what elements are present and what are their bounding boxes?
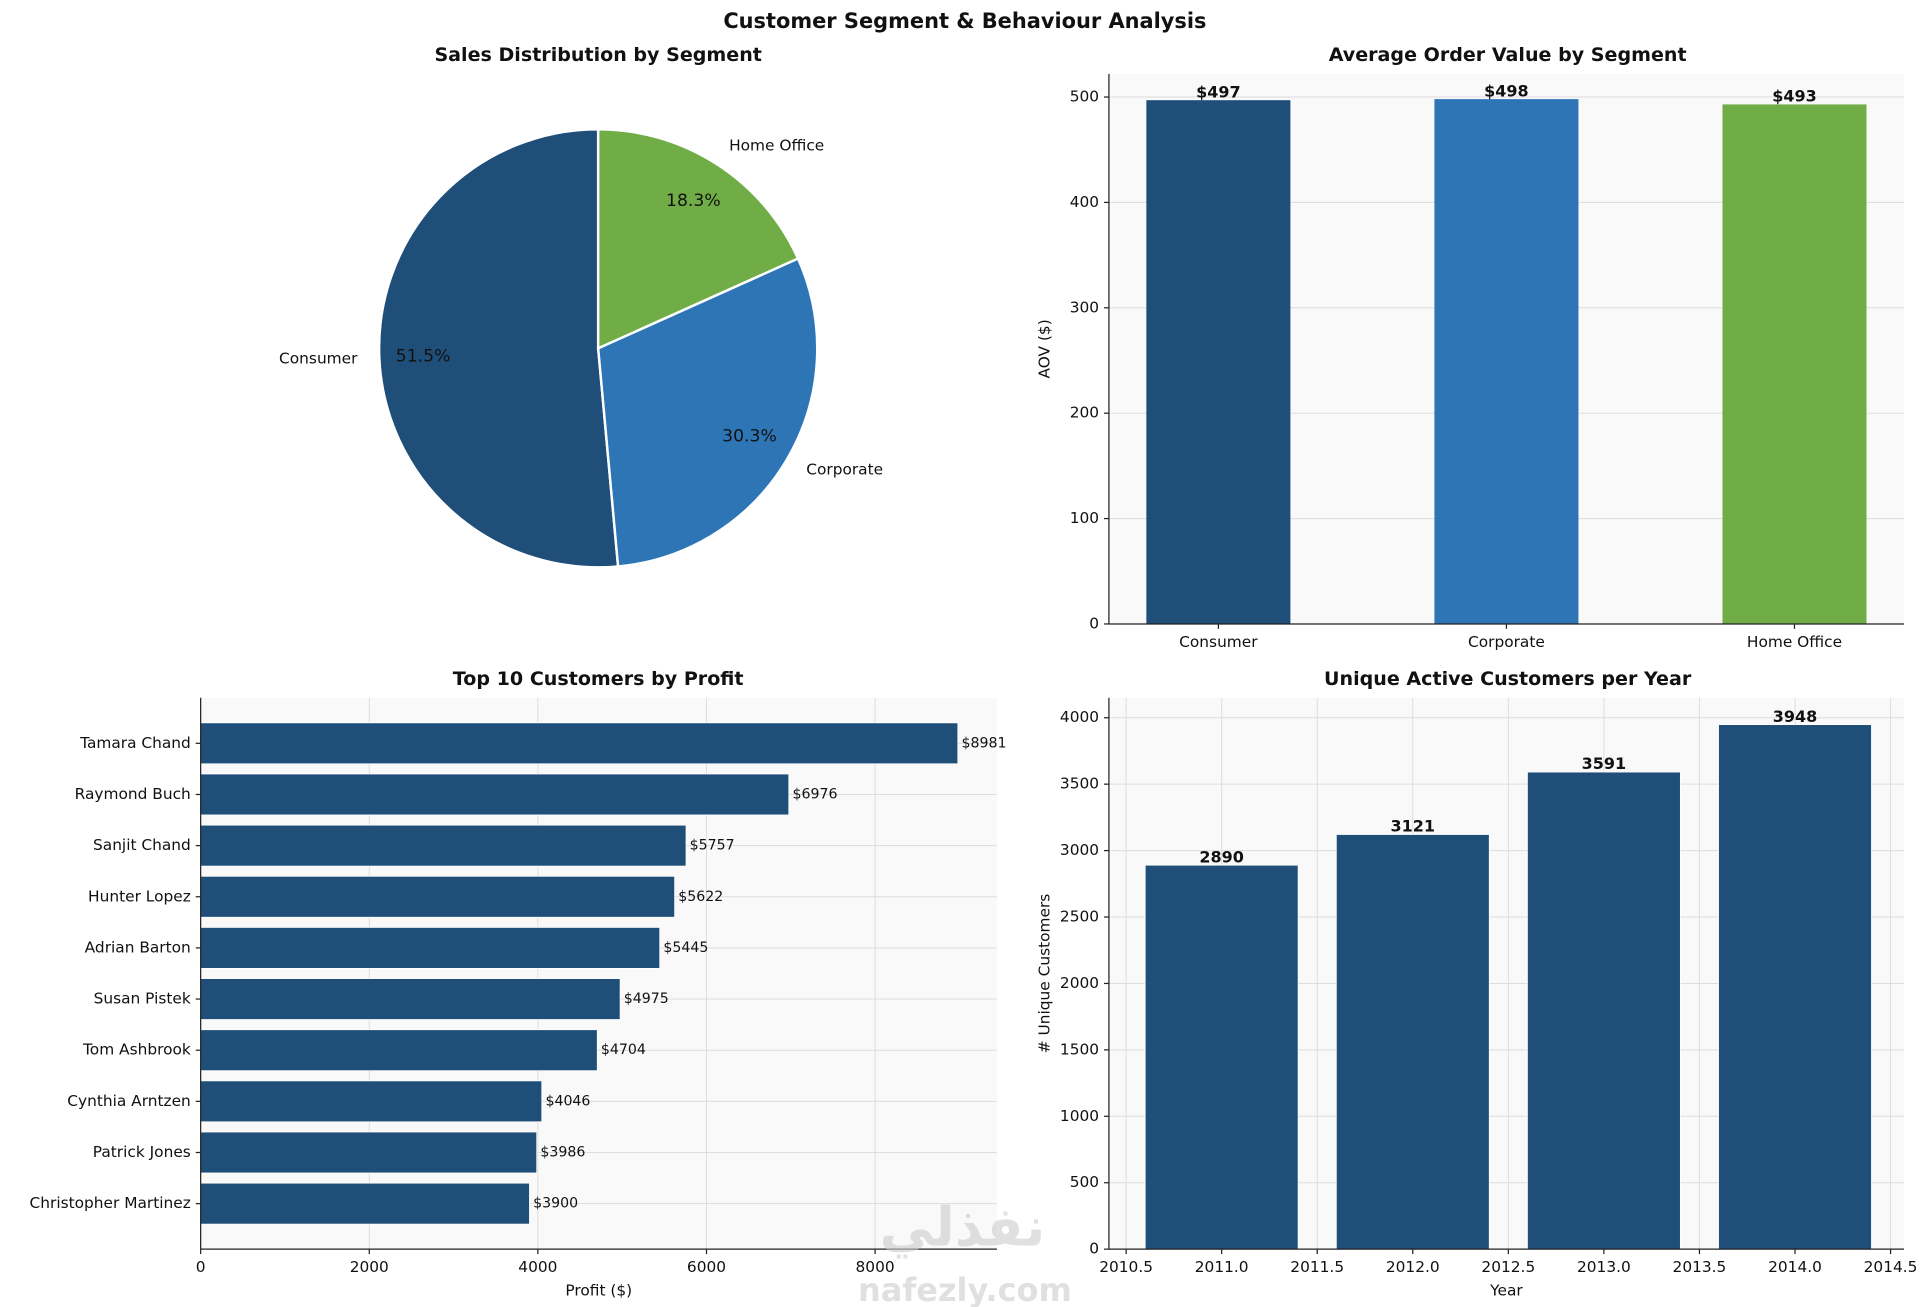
pie-slice <box>596 256 819 568</box>
x-tick-label: 2014.0 <box>1768 1258 1822 1276</box>
x-tick-label: 2013.5 <box>1673 1258 1727 1276</box>
y-tick-label: Patrick Jones <box>93 1143 191 1161</box>
x-tick-label: Corporate <box>1468 633 1545 651</box>
x-tick-label: 4000 <box>518 1258 557 1276</box>
value-label: 2890 <box>1199 847 1244 866</box>
chart-title: Unique Active Customers per Year <box>1324 668 1692 690</box>
value-label: $3986 <box>540 1144 585 1160</box>
value-label: $3900 <box>533 1196 578 1212</box>
value-label: $5622 <box>678 889 723 905</box>
x-tick-label: 2014.5 <box>1864 1258 1918 1276</box>
x-axis-label: Profit ($) <box>565 1282 632 1300</box>
y-tick-label: 2500 <box>1060 908 1099 926</box>
x-tick-label: 8000 <box>856 1258 895 1276</box>
value-label: $493 <box>1772 87 1816 106</box>
bar <box>200 978 621 1020</box>
value-label: $4975 <box>624 991 669 1007</box>
pie-slice <box>377 127 620 569</box>
figure-title: Customer Segment & Behaviour Analysis <box>723 9 1206 33</box>
value-label: $4704 <box>601 1042 646 1058</box>
bar <box>200 1182 530 1225</box>
chart-title: Average Order Value by Segment <box>1329 44 1687 66</box>
bar <box>200 722 959 765</box>
bar <box>1718 724 1872 1250</box>
y-tick-label: 1000 <box>1060 1107 1099 1125</box>
x-tick-label: 2000 <box>350 1258 389 1276</box>
y-tick-label: 4000 <box>1060 708 1099 726</box>
bar <box>200 1131 538 1174</box>
y-tick-label: Cynthia Arntzen <box>67 1092 191 1110</box>
value-label: $497 <box>1196 82 1241 101</box>
bar <box>200 927 661 969</box>
slice-pct: 51.5% <box>396 346 451 366</box>
value-label: $498 <box>1484 81 1529 100</box>
pie-slice <box>596 127 800 351</box>
value-label: $6976 <box>792 786 837 802</box>
y-tick-label: Sanjit Chand <box>93 836 191 854</box>
x-axis-label: Year <box>1489 1282 1523 1300</box>
watermark-logo: نفذلي <box>880 1195 1046 1258</box>
value-label: $8981 <box>961 735 1006 751</box>
bar <box>200 1080 543 1123</box>
y-tick-label: Adrian Barton <box>85 938 191 956</box>
value-label: 3591 <box>1582 754 1627 773</box>
y-axis-label: # Unique Customers <box>1035 894 1053 1054</box>
x-tick-label: 2013.0 <box>1577 1258 1631 1276</box>
y-tick-label: Tamara Chand <box>79 734 191 752</box>
bar <box>1335 834 1490 1250</box>
y-tick-label: 0 <box>1089 614 1099 632</box>
slice-label: Home Office <box>729 136 824 154</box>
bar <box>1434 99 1579 624</box>
value-label: 3121 <box>1391 817 1435 836</box>
bar <box>200 875 675 918</box>
slice-pct: 30.3% <box>722 427 777 447</box>
bar <box>200 824 687 867</box>
x-tick-label: Home Office <box>1747 633 1842 651</box>
slice-label: Corporate <box>806 460 883 478</box>
y-tick-label: 1500 <box>1060 1040 1099 1058</box>
y-tick-label: 300 <box>1070 298 1099 316</box>
y-tick-label: Tom Ashbrook <box>82 1041 191 1059</box>
y-tick-label: 3000 <box>1060 841 1099 859</box>
value-label: $5757 <box>690 838 735 854</box>
slice-pct: 18.3% <box>666 191 721 211</box>
value-label: $4046 <box>545 1093 590 1109</box>
x-tick-label: 0 <box>196 1258 206 1276</box>
watermark-url: nafezly.com <box>858 1271 1072 1307</box>
bar <box>1144 864 1299 1250</box>
y-tick-label: Hunter Lopez <box>88 887 191 905</box>
value-label: $5445 <box>663 940 708 956</box>
y-axis-label: AOV ($) <box>1035 319 1053 378</box>
y-tick-label: 100 <box>1070 509 1099 527</box>
y-tick-label: 400 <box>1070 193 1099 211</box>
slice-label: Consumer <box>279 350 358 368</box>
y-tick-label: 500 <box>1070 1173 1099 1191</box>
y-tick-label: 200 <box>1070 404 1099 422</box>
bar <box>1146 100 1291 624</box>
x-tick-label: Consumer <box>1179 633 1258 651</box>
y-tick-label: Christopher Martinez <box>30 1194 191 1212</box>
x-tick-label: 2011.0 <box>1195 1258 1249 1276</box>
bar <box>200 773 790 816</box>
x-tick-label: 2010.5 <box>1099 1258 1153 1276</box>
x-tick-label: 2012.5 <box>1481 1258 1535 1276</box>
y-tick-label: 0 <box>1089 1240 1099 1258</box>
bar <box>1722 104 1867 624</box>
y-tick-label: 2000 <box>1060 974 1099 992</box>
value-label: 3948 <box>1773 707 1817 726</box>
chart-title: Top 10 Customers by Profit <box>453 668 744 690</box>
bar <box>1527 771 1681 1250</box>
y-tick-label: Raymond Buch <box>75 785 191 803</box>
y-tick-label: 3500 <box>1060 775 1099 793</box>
chart-title: Sales Distribution by Segment <box>434 44 761 66</box>
x-tick-label: 2012.0 <box>1386 1258 1440 1276</box>
y-tick-label: 500 <box>1070 88 1099 106</box>
bar <box>200 1029 598 1072</box>
y-tick-label: Susan Pistek <box>94 990 191 1008</box>
x-tick-label: 6000 <box>687 1258 726 1276</box>
x-tick-label: 2011.5 <box>1290 1258 1344 1276</box>
